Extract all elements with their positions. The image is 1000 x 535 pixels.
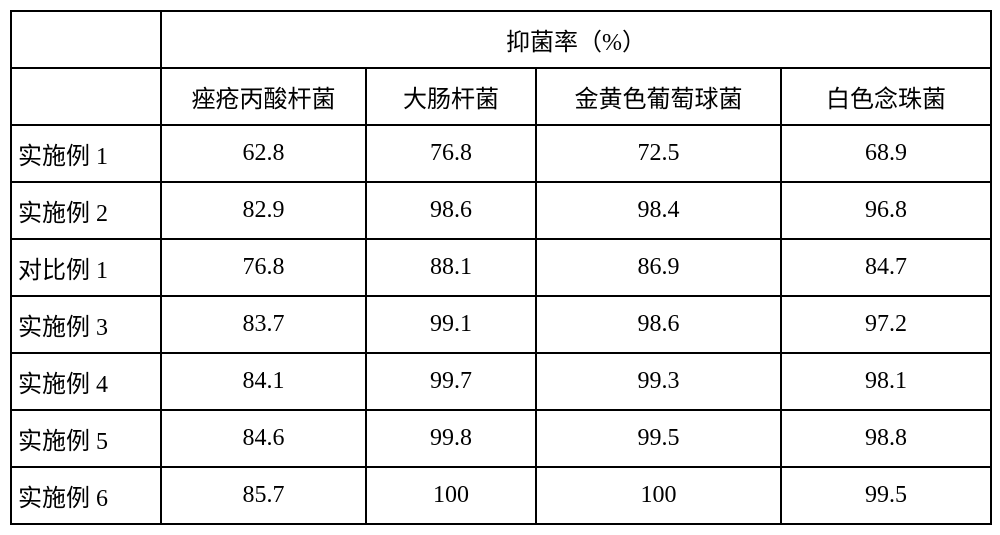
table-row: 实施例 6 85.7 100 100 99.5 [11, 467, 991, 524]
col-header-2: 金黄色葡萄球菌 [536, 68, 781, 125]
cell-6-1: 100 [366, 467, 536, 524]
row-label-5: 实施例 5 [11, 410, 161, 467]
cell-0-3: 68.9 [781, 125, 991, 182]
cell-2-2: 86.9 [536, 239, 781, 296]
cell-3-1: 99.1 [366, 296, 536, 353]
row-label-6: 实施例 6 [11, 467, 161, 524]
row-label-0: 实施例 1 [11, 125, 161, 182]
cell-1-1: 98.6 [366, 182, 536, 239]
table-row: 对比例 1 76.8 88.1 86.9 84.7 [11, 239, 991, 296]
cell-6-0: 85.7 [161, 467, 366, 524]
cell-5-2: 99.5 [536, 410, 781, 467]
cell-4-3: 98.1 [781, 353, 991, 410]
cell-0-2: 72.5 [536, 125, 781, 182]
cell-5-3: 98.8 [781, 410, 991, 467]
table-row: 实施例 5 84.6 99.8 99.5 98.8 [11, 410, 991, 467]
row-label-3: 实施例 3 [11, 296, 161, 353]
data-table: 抑菌率（%） 痤疮丙酸杆菌 大肠杆菌 金黄色葡萄球菌 白色念珠菌 实施例 1 6… [10, 10, 992, 525]
cell-2-0: 76.8 [161, 239, 366, 296]
table-head: 抑菌率（%） 痤疮丙酸杆菌 大肠杆菌 金黄色葡萄球菌 白色念珠菌 [11, 11, 991, 125]
empty-corner-cell [11, 11, 161, 68]
cell-4-2: 99.3 [536, 353, 781, 410]
cell-0-0: 62.8 [161, 125, 366, 182]
cell-3-3: 97.2 [781, 296, 991, 353]
cell-3-2: 98.6 [536, 296, 781, 353]
cell-4-0: 84.1 [161, 353, 366, 410]
empty-label-header [11, 68, 161, 125]
cell-4-1: 99.7 [366, 353, 536, 410]
table-container: 抑菌率（%） 痤疮丙酸杆菌 大肠杆菌 金黄色葡萄球菌 白色念珠菌 实施例 1 6… [10, 10, 990, 525]
cell-1-0: 82.9 [161, 182, 366, 239]
row-label-4: 实施例 4 [11, 353, 161, 410]
cell-1-2: 98.4 [536, 182, 781, 239]
col-header-1: 大肠杆菌 [366, 68, 536, 125]
col-header-0: 痤疮丙酸杆菌 [161, 68, 366, 125]
cell-5-0: 84.6 [161, 410, 366, 467]
cell-2-1: 88.1 [366, 239, 536, 296]
table-row: 实施例 4 84.1 99.7 99.3 98.1 [11, 353, 991, 410]
table-row: 实施例 1 62.8 76.8 72.5 68.9 [11, 125, 991, 182]
header-row-2: 痤疮丙酸杆菌 大肠杆菌 金黄色葡萄球菌 白色念珠菌 [11, 68, 991, 125]
cell-6-3: 99.5 [781, 467, 991, 524]
table-row: 实施例 2 82.9 98.6 98.4 96.8 [11, 182, 991, 239]
cell-3-0: 83.7 [161, 296, 366, 353]
merged-header-cell: 抑菌率（%） [161, 11, 991, 68]
header-row-1: 抑菌率（%） [11, 11, 991, 68]
cell-1-3: 96.8 [781, 182, 991, 239]
cell-2-3: 84.7 [781, 239, 991, 296]
cell-6-2: 100 [536, 467, 781, 524]
table-row: 实施例 3 83.7 99.1 98.6 97.2 [11, 296, 991, 353]
cell-0-1: 76.8 [366, 125, 536, 182]
table-body: 实施例 1 62.8 76.8 72.5 68.9 实施例 2 82.9 98.… [11, 125, 991, 524]
row-label-1: 实施例 2 [11, 182, 161, 239]
col-header-3: 白色念珠菌 [781, 68, 991, 125]
row-label-2: 对比例 1 [11, 239, 161, 296]
cell-5-1: 99.8 [366, 410, 536, 467]
